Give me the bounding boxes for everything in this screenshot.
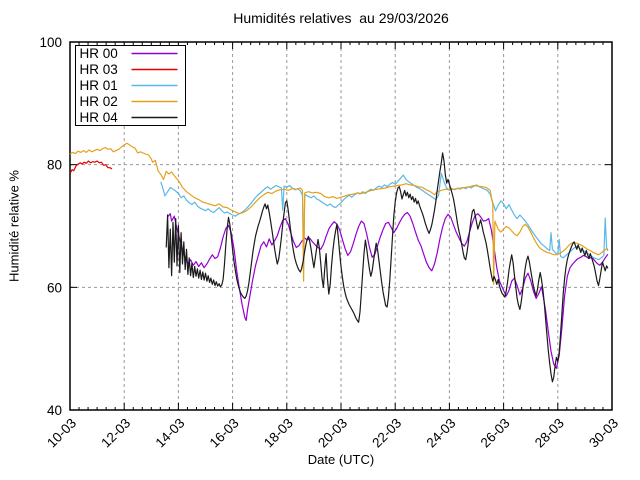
series-line-hr-02 <box>69 142 609 285</box>
y-tick-label: 60 <box>47 280 62 295</box>
x-tick-label: 14-03 <box>152 416 187 451</box>
y-tick-label: 80 <box>47 158 62 173</box>
x-tick-label: 16-03 <box>207 416 242 451</box>
series-line-hr-04 <box>165 152 609 383</box>
x-tick-label: 10-03 <box>44 416 79 451</box>
y-tick-label: 100 <box>39 35 62 50</box>
chart-title: Humidités relatives au 29/03/2026 <box>233 10 449 26</box>
legend-label: HR 03 <box>80 62 118 77</box>
x-tick-label: 20-03 <box>315 416 350 451</box>
y-tick-label: 40 <box>47 403 62 418</box>
x-tick-label: 24-03 <box>423 416 458 451</box>
x-tick-label: 12-03 <box>98 416 133 451</box>
x-tick-label: 28-03 <box>532 416 567 451</box>
series-line-hr-03 <box>69 160 113 173</box>
x-tick-label: 22-03 <box>369 416 404 451</box>
x-tick-label: 18-03 <box>261 416 296 451</box>
x-tick-label: 26-03 <box>478 416 513 451</box>
x-tick-label: 30-03 <box>586 416 621 451</box>
series-line-hr-00 <box>167 211 609 369</box>
legend-label: HR 01 <box>80 78 118 93</box>
legend-label: HR 02 <box>80 94 118 109</box>
legend-label: HR 04 <box>80 110 119 125</box>
legend-label: HR 00 <box>80 46 118 61</box>
x-axis-label: Date (UTC) <box>307 452 375 467</box>
series-line-hr-01 <box>160 172 609 264</box>
y-axis-label: Humidité relative % <box>6 170 22 282</box>
